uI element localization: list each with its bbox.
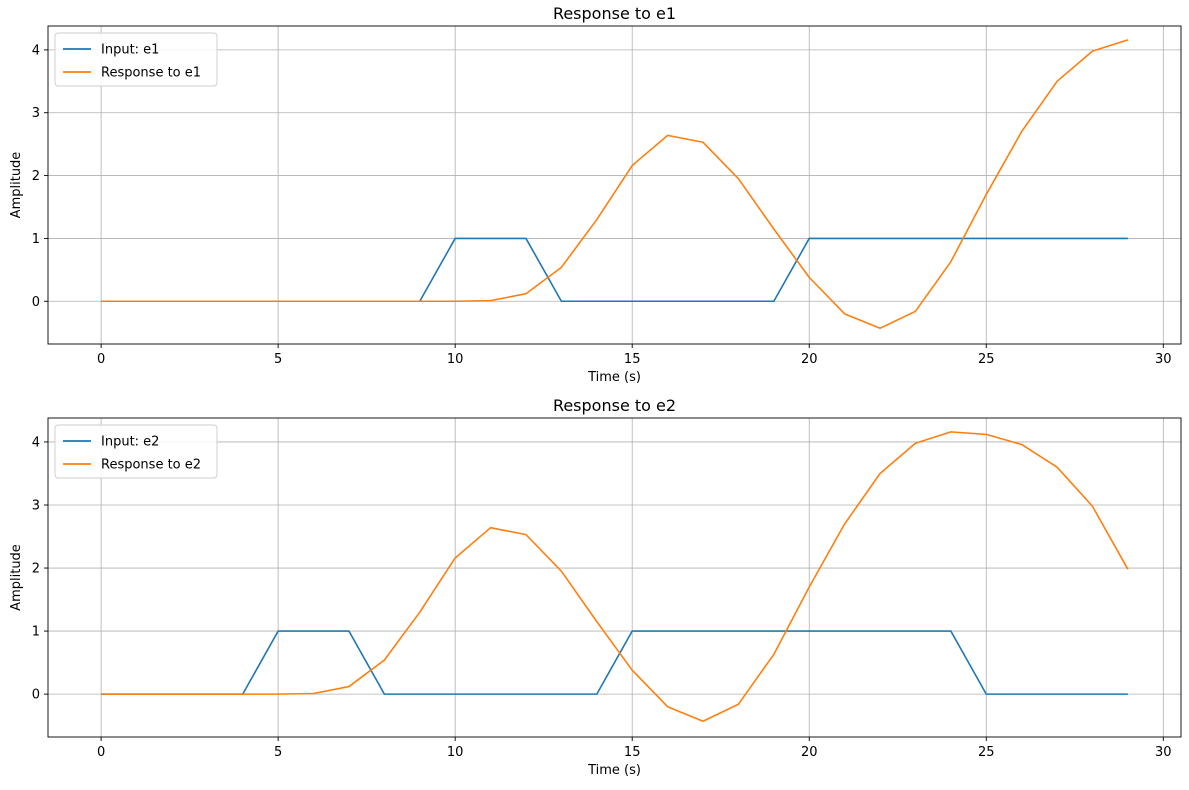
series-line-2: [101, 39, 1129, 330]
series-line-2: [101, 431, 1129, 723]
x-tick-label: 30: [1155, 745, 1172, 760]
x-tick-label: 30: [1155, 352, 1172, 367]
x-tick-label: 15: [624, 745, 641, 760]
y-tick-label: 2: [32, 169, 40, 184]
y-tick-label: 0: [32, 688, 40, 703]
chart-panel-1: 0 5 10 15 20 25 30 0 1 2 3 4 Response to e1 Time (s) A…: [9, 4, 1182, 385]
y-tick-label: 1: [32, 625, 40, 640]
y-tick-label: 1: [32, 232, 40, 247]
legend-label-1: Input: e2: [101, 435, 159, 450]
legend: Input: e2 Response to e2: [54, 424, 218, 479]
x-tick-label: 0: [97, 352, 105, 367]
y-tick-label: 0: [32, 295, 40, 310]
y-axis-label: Amplitude: [9, 152, 24, 219]
x-tick-label: 25: [978, 352, 995, 367]
legend-label-2: Response to e2: [101, 458, 201, 473]
series-line-1: [101, 630, 1128, 695]
legend: Input: e1 Response to e1: [54, 32, 218, 87]
x-axis-label: Time (s): [587, 763, 641, 778]
y-tick-label: 4: [32, 43, 40, 58]
x-tick-label: 10: [447, 745, 464, 760]
legend-box: [54, 424, 218, 479]
chart-title: Response to e2: [553, 396, 676, 415]
x-tick-label: 20: [801, 745, 818, 760]
y-axis-label: Amplitude: [9, 544, 24, 611]
y-tick-label: 3: [32, 106, 40, 121]
legend-box: [54, 32, 218, 87]
x-tick-label: 15: [624, 352, 641, 367]
series-line-1: [101, 237, 1128, 303]
y-tick-label: 3: [32, 499, 40, 514]
axes-frame: [47, 25, 1182, 345]
chart-title: Response to e1: [553, 4, 676, 23]
y-tick-label: 2: [32, 562, 40, 577]
legend-label-1: Input: e1: [101, 43, 159, 58]
legend-label-2: Response to e1: [101, 66, 201, 81]
x-tick-label: 5: [274, 745, 282, 760]
x-axis-label: Time (s): [587, 370, 641, 385]
x-tick-label: 10: [447, 352, 464, 367]
x-tick-label: 20: [801, 352, 818, 367]
x-tick-label: 5: [274, 352, 282, 367]
chart-panel-2: 0 5 10 15 20 25 30 0 1 2 3 4 Response to e2 Time (s) A…: [9, 396, 1182, 778]
x-tick-label: 0: [97, 745, 105, 760]
axes-frame: [47, 417, 1182, 738]
x-tick-label: 25: [978, 745, 995, 760]
y-tick-label: 4: [32, 435, 40, 450]
